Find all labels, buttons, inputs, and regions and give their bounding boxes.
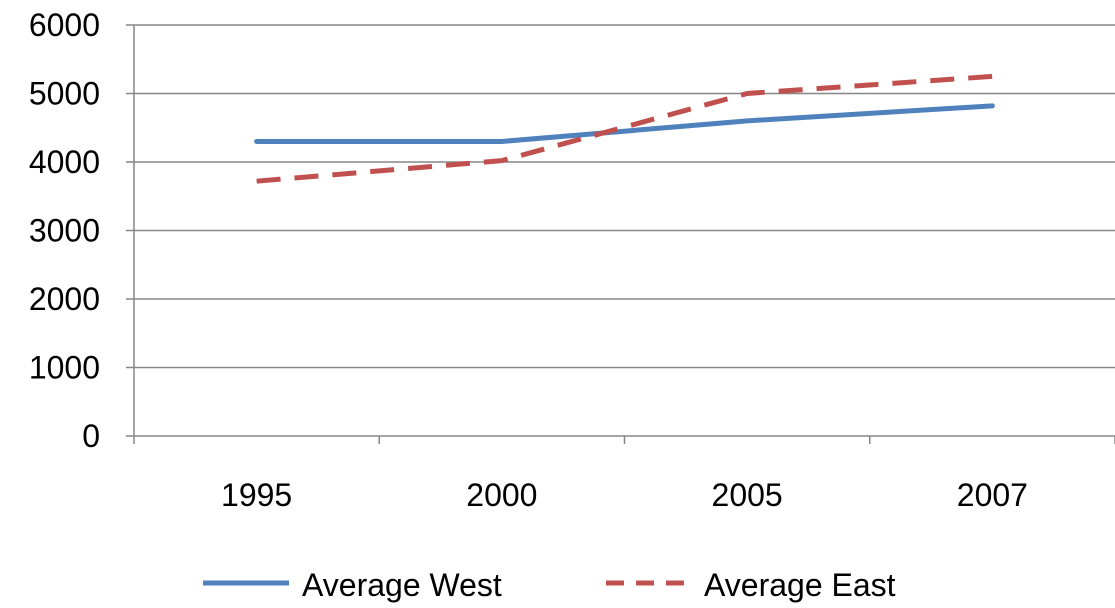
x-tick-label-2005: 2005 [712,477,783,513]
y-tick-label-3000: 3000 [29,213,100,249]
legend-label-average-east: Average East [704,567,896,603]
series-line-average-west [254,103,995,144]
y-tick-label-0: 0 [82,418,100,454]
x-tick-label-2000: 2000 [466,477,537,513]
y-tick-label-5000: 5000 [29,76,100,112]
y-tick-label-6000: 6000 [29,7,100,43]
x-tick-label-1995: 1995 [221,477,292,513]
series-line-average-east [256,73,993,184]
legend: Average West Average East [203,567,896,603]
legend-label-average-west: Average West [302,567,502,603]
y-tick-label-1000: 1000 [29,350,100,386]
x-tick-label-2007: 2007 [957,477,1028,513]
y-tick-label-2000: 2000 [29,281,100,317]
y-axis-ticks: 0 1000 2000 3000 4000 5000 6000 [29,7,134,454]
y-tick-label-4000: 4000 [29,144,100,180]
x-axis-ticks: 1995 2000 2005 2007 [133,436,1115,513]
series-lines [254,73,995,184]
gridlines [134,24,1115,369]
